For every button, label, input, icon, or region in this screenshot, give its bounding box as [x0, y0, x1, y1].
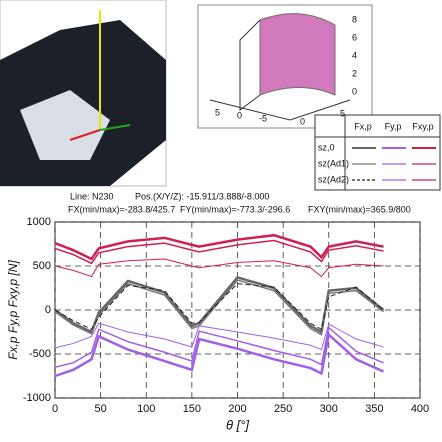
inset-z-tick: 2 — [352, 68, 357, 78]
legend-column: Fy,p — [385, 121, 402, 131]
info-fx: FX(min/max)=-283.8/425.7 — [68, 204, 175, 214]
series-line — [55, 328, 384, 368]
series-line — [55, 235, 384, 259]
series-line — [55, 259, 384, 277]
x-tick-label: 0 — [52, 403, 58, 415]
info-fxy: FXY(min/max)=365.9/800 — [308, 204, 411, 214]
x-tick-label: 100 — [137, 403, 155, 415]
inset-3d — [198, 5, 372, 128]
x-tick-label: 350 — [365, 403, 383, 415]
x-axis-label: θ [°] — [226, 417, 249, 432]
inset-x-tick: -5 — [259, 113, 267, 123]
legend-row: sz,0 — [318, 142, 335, 152]
legend-column: Fxy,p — [412, 121, 433, 131]
y-tick-label: 1000 — [27, 216, 51, 228]
inset-y-tick: 0 — [300, 116, 305, 126]
inset-z-tick: 4 — [352, 50, 357, 60]
y-tick-label: -1000 — [23, 392, 51, 404]
x-tick-label: 50 — [95, 403, 107, 415]
x-tick-label: 150 — [183, 403, 201, 415]
figure: Line: N230 Pos.(X/Y/Z): -15.911/3.888/-8.… — [0, 0, 442, 437]
inset-z-tick: 8 — [352, 14, 357, 24]
y-tick-label: 500 — [33, 260, 51, 272]
y-axis-label: Fx,p Fy,p Fxy,p [N] — [6, 260, 20, 360]
info-pos: Pos.(X/Y/Z): -15.911/3.888/-8.000 — [135, 191, 269, 201]
inset-y-tick: 5 — [340, 108, 345, 118]
legend-row: sz(Ad2) — [318, 174, 349, 184]
y-tick-label: 0 — [45, 304, 51, 316]
inset-z-tick: 0 — [352, 86, 357, 96]
x-tick-label: 300 — [320, 403, 338, 415]
inset-x-tick: 5 — [215, 107, 220, 117]
info-fy: FY(min/max)=-773.3/-296.6 — [180, 204, 290, 214]
inset-surface — [260, 14, 335, 95]
x-tick-label: 200 — [228, 403, 246, 415]
inset-x-tick: 0 — [237, 110, 242, 120]
x-tick-label: 400 — [411, 403, 429, 415]
inset-z-tick: 6 — [352, 32, 357, 42]
y-tick-label: -500 — [29, 348, 51, 360]
legend-column: Fx,p — [354, 121, 372, 131]
render-3d — [0, 0, 166, 186]
legend-row: sz(Ad1) — [318, 158, 349, 168]
x-tick-label: 250 — [274, 403, 292, 415]
series-line — [55, 277, 384, 332]
info-line: Line: N230 — [70, 191, 114, 201]
series-line — [55, 335, 384, 376]
